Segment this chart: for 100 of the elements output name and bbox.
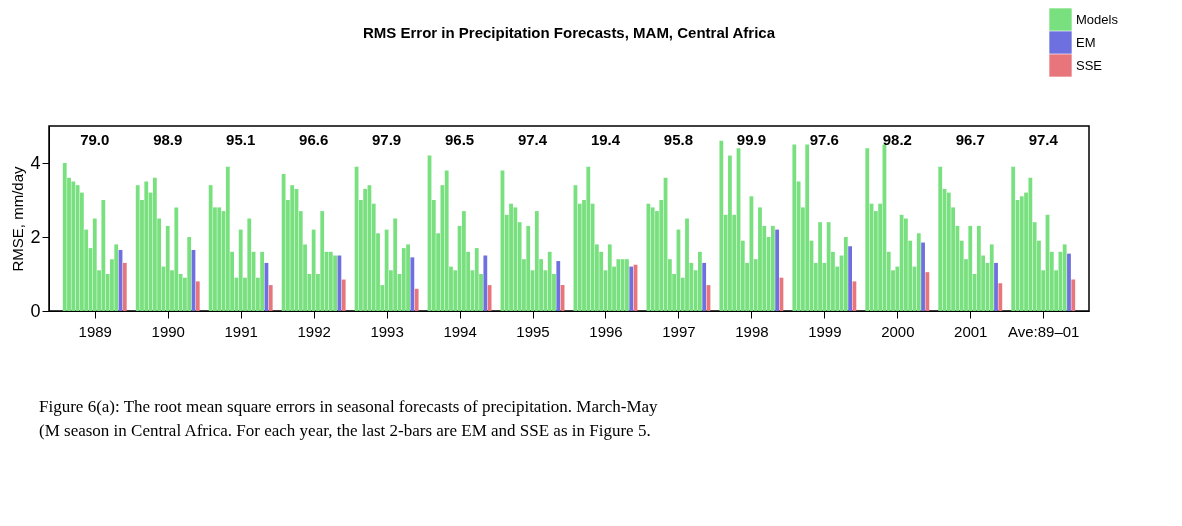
bar [444, 170, 449, 311]
bar [547, 251, 552, 311]
bar [556, 261, 561, 311]
bar [92, 218, 97, 311]
x-tick-label: 1998 [735, 322, 769, 340]
x-tick-label: 1991 [224, 322, 258, 340]
annotation: 98.9 [153, 131, 183, 148]
bar [904, 218, 908, 311]
bar [135, 185, 140, 311]
bar [843, 237, 848, 311]
bar [268, 285, 273, 311]
bar [487, 285, 492, 311]
bar [770, 225, 775, 311]
annotation: 99.9 [736, 131, 766, 148]
bar [260, 251, 265, 311]
bar [758, 207, 762, 311]
bar [290, 185, 295, 311]
bar [1062, 244, 1067, 311]
bar [311, 229, 316, 311]
annotation: 97.6 [809, 131, 839, 148]
bar [483, 255, 488, 311]
bar [513, 207, 518, 311]
bar [646, 203, 651, 311]
bar [144, 181, 149, 311]
annotation: 79.0 [80, 131, 110, 148]
bar [534, 211, 539, 311]
bar [62, 163, 67, 311]
bar [998, 283, 1003, 311]
bar [916, 233, 921, 311]
chart-title: RMS Error in Precipitation Forecasts, MAM, Central Africa [362, 24, 776, 41]
x-tick-label: 1992 [297, 322, 331, 340]
bar [848, 246, 852, 311]
bar [826, 222, 831, 311]
bar [461, 211, 466, 311]
bar [320, 211, 325, 311]
bar [333, 255, 337, 311]
bar [238, 229, 243, 311]
bar [247, 218, 252, 311]
x-tick-label: 2000 [881, 322, 915, 340]
annotation: 96.5 [444, 131, 475, 148]
bar [994, 262, 998, 311]
x-tick-label: 1995 [516, 322, 550, 340]
bar [410, 257, 415, 311]
bar [625, 259, 629, 311]
bar [71, 181, 76, 311]
bar [865, 148, 870, 311]
x-tick-label: Ave:89–01 [1007, 322, 1080, 340]
annotation: 97.4 [1028, 131, 1059, 148]
bar [899, 214, 904, 311]
bar [925, 272, 930, 311]
annotation: 97.4 [517, 131, 548, 148]
bar [406, 244, 410, 311]
bar [393, 218, 398, 311]
annotation: 97.9 [372, 131, 402, 148]
bar [414, 288, 419, 311]
bar [341, 279, 346, 311]
bar [805, 144, 810, 311]
bar [281, 174, 286, 311]
bar [225, 166, 230, 311]
bar [1067, 253, 1071, 311]
bar [650, 207, 655, 311]
bar [921, 242, 925, 311]
bar [474, 248, 479, 311]
bar [101, 200, 106, 311]
bar [208, 185, 213, 311]
bar [852, 281, 857, 311]
x-tick-label: 2001 [954, 322, 988, 340]
bar [629, 266, 634, 311]
bar [946, 192, 951, 311]
bar [989, 244, 994, 311]
bar [1011, 166, 1016, 311]
y-tick-label: 0 [30, 300, 41, 321]
bar [174, 207, 179, 311]
bar [187, 237, 192, 311]
legend-label: Models [1076, 11, 1119, 27]
bar [586, 166, 591, 311]
bar [165, 225, 170, 311]
x-tick-label: 1990 [151, 322, 185, 340]
bar [698, 251, 702, 311]
x-tick-label: 1999 [808, 322, 842, 340]
bar [328, 251, 333, 311]
bar [401, 248, 406, 311]
x-tick-label: 1996 [589, 322, 623, 340]
legend-label: EM [1076, 34, 1096, 50]
bar [509, 203, 513, 311]
bar [775, 229, 780, 311]
bar [976, 225, 981, 311]
bar [217, 207, 222, 311]
bar [620, 259, 625, 311]
bar [968, 225, 973, 311]
bar [685, 218, 689, 311]
annotation: 98.2 [882, 131, 912, 148]
bar [526, 225, 531, 311]
bar [75, 185, 80, 311]
x-tick-label: 1989 [78, 322, 112, 340]
bar [152, 177, 157, 311]
annotation: 19.4 [590, 131, 621, 148]
legend-label: SSE [1076, 57, 1103, 73]
bar [1019, 196, 1024, 311]
bar [938, 166, 943, 311]
